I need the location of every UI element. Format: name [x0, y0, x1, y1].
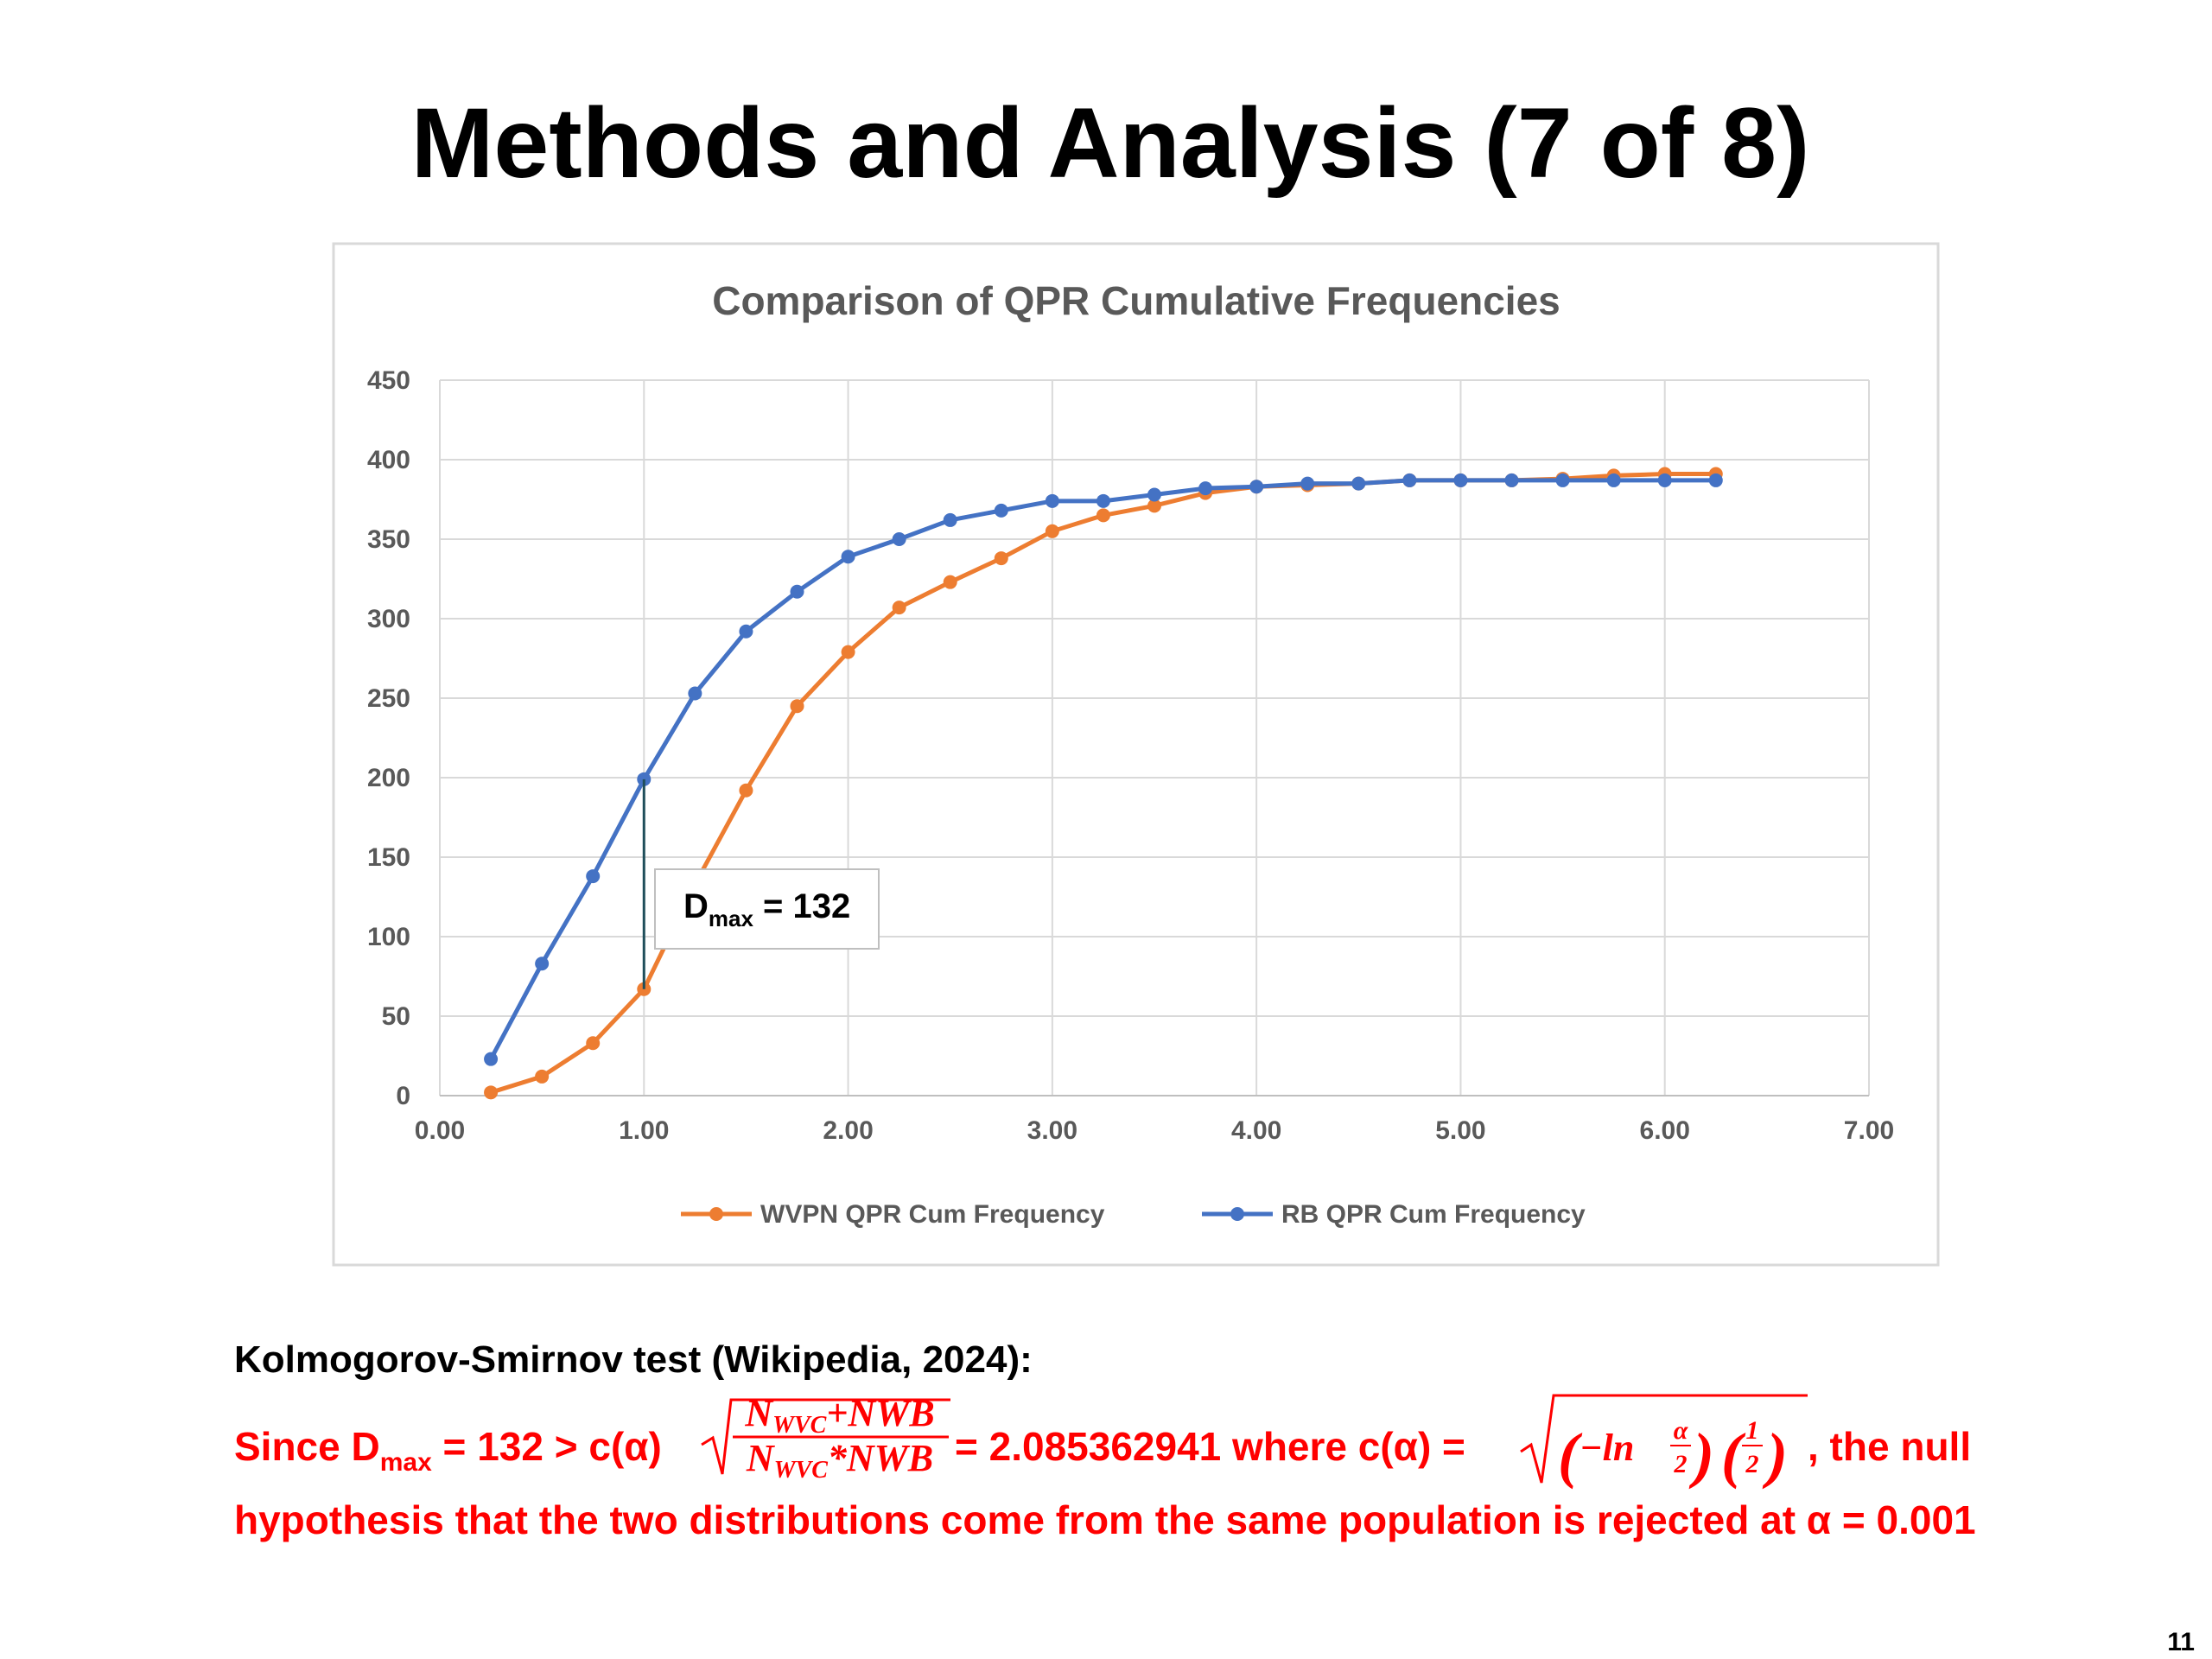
data-point — [1249, 480, 1264, 494]
statement-middle: = 2.085362941 where c(α) = — [955, 1424, 1465, 1469]
data-point — [535, 957, 550, 971]
data-point — [586, 869, 601, 884]
expr-den: 2 — [1674, 1450, 1688, 1478]
statement-start: Since Dmax = 132 > c(α) — [234, 1424, 662, 1477]
legend-label: RB QPR Cum Frequency — [1281, 1200, 1586, 1229]
data-point — [586, 1036, 601, 1051]
x-tick-label: 0.00 — [415, 1116, 465, 1145]
data-point — [790, 584, 804, 599]
data-point — [1657, 473, 1672, 487]
data-point — [1198, 481, 1213, 496]
subscript: max — [380, 1448, 432, 1477]
text: +NWB — [826, 1392, 934, 1434]
y-tick-label: 200 — [367, 764, 410, 792]
expr-num: 1 — [1746, 1416, 1759, 1445]
subscript: WVC — [774, 1457, 829, 1484]
data-point — [790, 699, 804, 714]
denominator: NWVC*NWB — [746, 1437, 933, 1484]
data-point — [943, 575, 957, 589]
legend-label: WVPN QPR Cum Frequency — [760, 1200, 1105, 1229]
y-tick-label: 400 — [367, 446, 410, 474]
chart-title: Comparison of QPR Cumulative Frequencies — [712, 278, 1560, 323]
data-point — [1351, 476, 1366, 491]
y-tick-label: 250 — [367, 684, 410, 713]
data-point — [1402, 473, 1417, 487]
data-point — [1147, 487, 1161, 502]
annotation-text: = 132 — [753, 887, 850, 925]
data-point — [943, 512, 957, 527]
numerator: NWVC+NWB — [744, 1392, 934, 1439]
y-tick-label: 0 — [396, 1082, 410, 1110]
data-point — [1708, 473, 1723, 487]
text: Since D — [234, 1424, 380, 1469]
legend-marker — [1230, 1207, 1244, 1221]
data-point — [739, 624, 753, 639]
data-point — [484, 1052, 499, 1066]
expr-text: −ln — [1580, 1427, 1634, 1469]
text: N — [746, 1437, 776, 1479]
x-tick-label: 1.00 — [619, 1116, 669, 1145]
heading: Kolmogorov-Smirnov test (Wikipedia, 2024… — [234, 1338, 1033, 1381]
x-tick-label: 2.00 — [823, 1116, 873, 1145]
expr-num: α — [1674, 1416, 1688, 1445]
data-point — [1045, 524, 1059, 538]
data-point — [1453, 473, 1468, 487]
y-tick-label: 100 — [367, 923, 410, 951]
text: *NWB — [828, 1437, 933, 1479]
data-point — [1504, 473, 1519, 487]
data-point — [1606, 473, 1621, 487]
data-point — [841, 550, 855, 564]
data-point — [892, 601, 906, 615]
data-point — [739, 783, 753, 798]
data-point — [892, 532, 906, 546]
statement-line2: hypothesis that the two distributions co… — [234, 1497, 1976, 1542]
page-number: 11 — [2167, 1628, 2195, 1656]
data-point — [1096, 508, 1110, 523]
slide-title: Methods and Analysis (7 of 8) — [411, 88, 1810, 199]
data-point — [688, 686, 702, 701]
chart: 0 50 100 150 200 250 300 350 400 450 0.00 1.00 2.00 3… — [367, 366, 1894, 1229]
data-point — [994, 551, 1008, 566]
y-tick-label: 450 — [367, 366, 410, 395]
annotation-text: D — [683, 887, 709, 925]
data-point — [841, 645, 855, 659]
annotation-subscript: max — [709, 906, 754, 931]
expr-den: 2 — [1745, 1450, 1759, 1478]
annotation-box — [654, 868, 880, 950]
x-tick-label: 5.00 — [1435, 1116, 1485, 1145]
data-point — [535, 1069, 550, 1084]
radical — [1520, 1394, 1808, 1484]
annotation: Dmax = 132 — [683, 887, 850, 931]
data-point — [484, 1085, 499, 1100]
x-tick-label: 7.00 — [1844, 1116, 1894, 1145]
x-tick-label: 3.00 — [1027, 1116, 1077, 1145]
text: = 132 > c(α) — [432, 1424, 662, 1469]
data-point — [1555, 473, 1570, 487]
x-tick-label: 4.00 — [1231, 1116, 1281, 1145]
data-point — [1045, 493, 1059, 508]
radical — [701, 1398, 950, 1475]
x-tick-label: 6.00 — [1640, 1116, 1690, 1145]
y-tick-label: 50 — [382, 1002, 410, 1031]
y-tick-label: 350 — [367, 525, 410, 554]
statement-end: , the null — [1808, 1424, 1971, 1469]
y-tick-label: 300 — [367, 605, 410, 633]
y-tick-label: 150 — [367, 843, 410, 872]
legend-marker — [709, 1207, 723, 1221]
data-point — [994, 503, 1008, 518]
data-point — [1300, 476, 1315, 491]
text: N — [744, 1392, 774, 1434]
chart-frame — [332, 242, 1940, 1267]
data-point — [1096, 493, 1110, 508]
subscript: WVC — [772, 1412, 827, 1439]
data-point — [1147, 499, 1161, 513]
